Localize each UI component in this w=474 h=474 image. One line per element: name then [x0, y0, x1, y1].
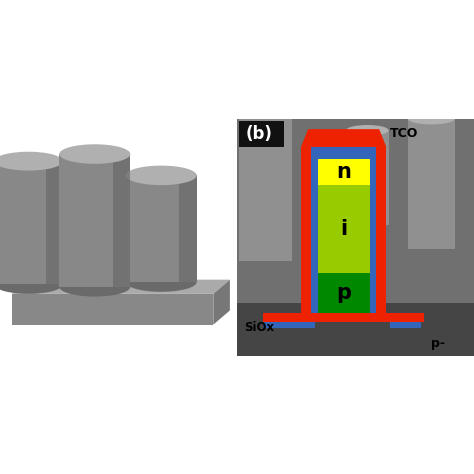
- Ellipse shape: [126, 272, 197, 292]
- FancyBboxPatch shape: [113, 154, 130, 287]
- Ellipse shape: [239, 100, 292, 113]
- FancyBboxPatch shape: [239, 107, 292, 261]
- FancyBboxPatch shape: [237, 118, 474, 356]
- FancyBboxPatch shape: [126, 175, 197, 282]
- FancyBboxPatch shape: [318, 159, 370, 185]
- FancyBboxPatch shape: [12, 294, 213, 325]
- FancyBboxPatch shape: [346, 130, 389, 225]
- Text: (b): (b): [246, 125, 272, 143]
- Ellipse shape: [0, 152, 63, 171]
- FancyBboxPatch shape: [408, 118, 455, 249]
- Ellipse shape: [346, 125, 389, 136]
- Polygon shape: [301, 129, 386, 147]
- Ellipse shape: [59, 144, 130, 164]
- FancyBboxPatch shape: [318, 273, 370, 313]
- FancyBboxPatch shape: [179, 175, 197, 282]
- FancyBboxPatch shape: [263, 313, 424, 322]
- Text: p: p: [336, 283, 351, 303]
- FancyBboxPatch shape: [390, 322, 421, 328]
- FancyBboxPatch shape: [301, 147, 386, 313]
- Ellipse shape: [0, 275, 63, 294]
- Text: n: n: [336, 162, 351, 182]
- FancyBboxPatch shape: [59, 154, 130, 287]
- FancyBboxPatch shape: [46, 161, 63, 284]
- Ellipse shape: [59, 277, 130, 297]
- Text: SiOx: SiOx: [244, 320, 274, 334]
- FancyBboxPatch shape: [0, 161, 63, 284]
- Text: p-: p-: [431, 337, 446, 350]
- FancyBboxPatch shape: [263, 322, 315, 328]
- FancyBboxPatch shape: [311, 147, 376, 313]
- FancyBboxPatch shape: [237, 303, 474, 356]
- Ellipse shape: [408, 113, 455, 125]
- Text: i: i: [340, 219, 347, 239]
- Polygon shape: [12, 280, 230, 294]
- FancyBboxPatch shape: [239, 121, 284, 147]
- Text: TCO: TCO: [390, 127, 418, 140]
- Polygon shape: [213, 280, 230, 325]
- Ellipse shape: [126, 165, 197, 185]
- FancyBboxPatch shape: [318, 185, 370, 273]
